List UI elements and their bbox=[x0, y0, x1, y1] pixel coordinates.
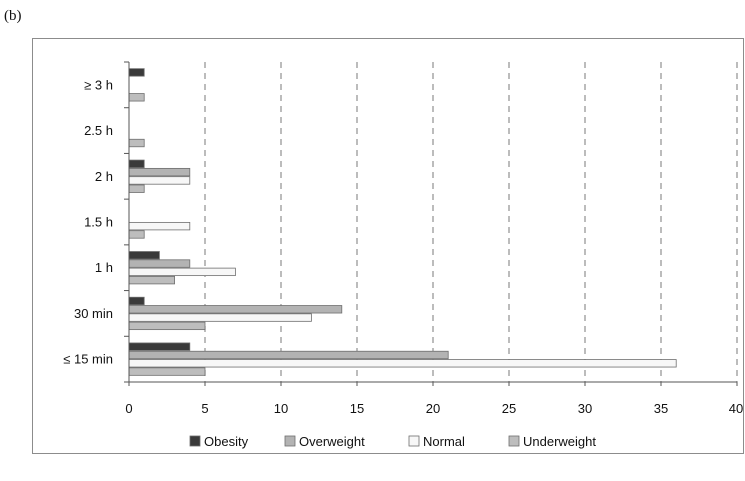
x-tick-label: 25 bbox=[502, 401, 516, 416]
chart-frame bbox=[32, 38, 744, 454]
x-tick-label: 40 bbox=[729, 401, 743, 416]
bar-underweight-6 bbox=[128, 367, 206, 376]
x-tick-label: 30 bbox=[578, 401, 592, 416]
bar-normal-5 bbox=[128, 313, 312, 322]
y-tick-label: ≤ 15 min bbox=[63, 352, 113, 367]
x-tick-label: 5 bbox=[201, 401, 208, 416]
y-tick-label: ≥ 3 h bbox=[84, 77, 113, 92]
bar-underweight-4 bbox=[128, 276, 175, 285]
bar-normal-4 bbox=[128, 267, 236, 277]
bar-underweight-3 bbox=[128, 230, 145, 239]
legend-swatch-normal bbox=[408, 435, 420, 447]
x-tick-label: 0 bbox=[125, 401, 132, 416]
legend-label-normal: Normal bbox=[423, 434, 465, 449]
x-tick-label: 10 bbox=[274, 401, 288, 416]
bar-underweight-1 bbox=[128, 138, 145, 148]
x-tick-labels: 0 5 10 15 20 25 30 35 40 bbox=[125, 401, 743, 416]
bar-obesity-6 bbox=[128, 342, 191, 351]
bar-normal-3 bbox=[128, 221, 191, 231]
legend-swatch-overweight bbox=[284, 435, 296, 447]
grid-lines bbox=[204, 62, 738, 382]
legend: Obesity Overweight Normal Underweight bbox=[189, 434, 596, 449]
x-tick-label: 20 bbox=[426, 401, 440, 416]
bar-overweight-4 bbox=[128, 259, 191, 268]
bar-obesity-2 bbox=[128, 159, 145, 168]
legend-swatch-obesity bbox=[189, 435, 201, 447]
y-tick-label: 1.5 h bbox=[84, 215, 113, 230]
legend-label-underweight: Underweight bbox=[523, 434, 596, 449]
y-tick-labels: ≥ 3 h 2.5 h 2 h 1.5 h 1 h 30 min ≤ 15 min bbox=[63, 77, 113, 366]
x-tick-label: 35 bbox=[654, 401, 668, 416]
bar-obesity-0 bbox=[128, 68, 145, 77]
bar-underweight-5 bbox=[128, 321, 206, 331]
bar-overweight-5 bbox=[128, 305, 343, 314]
bar-overweight-2 bbox=[128, 167, 191, 177]
bar-overweight-6 bbox=[128, 350, 449, 360]
y-tick-label: 1 h bbox=[95, 260, 113, 275]
bar-normal-6 bbox=[128, 359, 677, 368]
panel-label: (b) bbox=[4, 8, 22, 24]
y-tick-label: 2 h bbox=[95, 169, 113, 184]
y-tick-label: 30 min bbox=[74, 306, 113, 321]
bar-obesity-5 bbox=[128, 296, 145, 306]
bar-obesity-4 bbox=[128, 251, 160, 260]
x-tick-label: 15 bbox=[350, 401, 364, 416]
bar-underweight-0 bbox=[128, 93, 145, 102]
legend-label-overweight: Overweight bbox=[299, 434, 365, 449]
bar-normal-2 bbox=[128, 176, 191, 185]
legend-swatch-underweight bbox=[508, 435, 520, 447]
bars bbox=[128, 68, 677, 376]
bar-underweight-2 bbox=[128, 184, 145, 193]
legend-label-obesity: Obesity bbox=[204, 434, 249, 449]
axes bbox=[124, 61, 738, 386]
y-tick-label: 2.5 h bbox=[84, 123, 113, 138]
